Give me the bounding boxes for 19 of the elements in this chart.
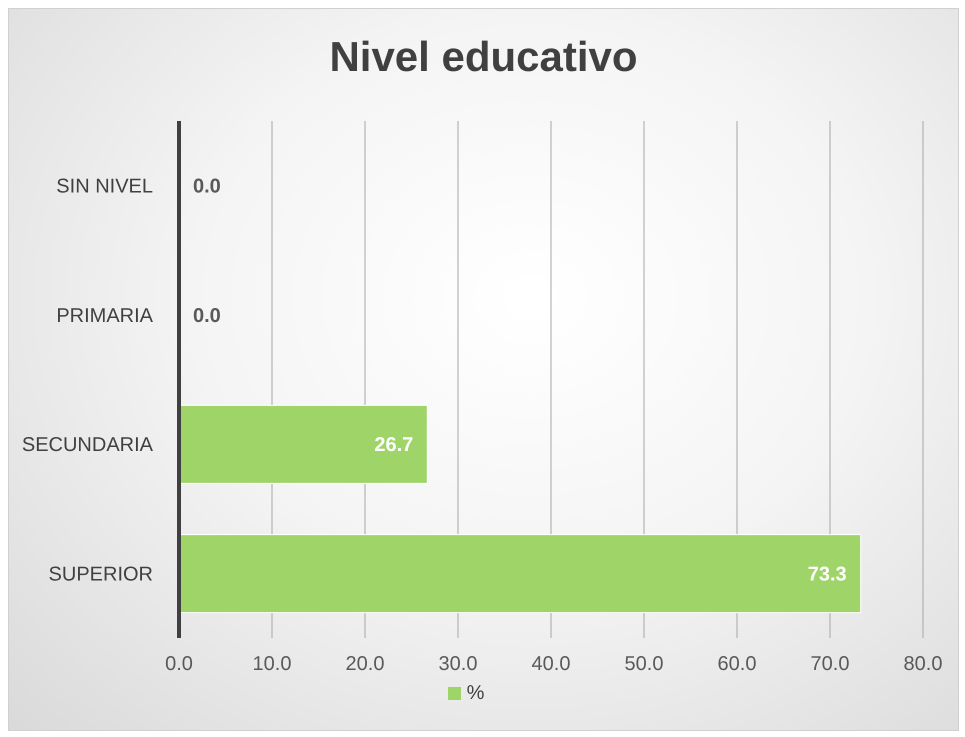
y-tick-label: SECUNDARIA <box>22 434 154 456</box>
x-tick-label: 70.0 <box>810 653 850 676</box>
x-tick-label: 30.0 <box>438 653 478 676</box>
x-tick-label: 40.0 <box>532 653 570 676</box>
data-label: 73.3 <box>808 563 847 586</box>
data-label: 26.7 <box>374 434 414 456</box>
data-label: 0.0 <box>193 176 221 198</box>
x-tick-label: 80.0 <box>904 653 942 676</box>
x-tick-label: 60.0 <box>718 653 756 676</box>
x-tick-label: 0.0 <box>165 653 193 676</box>
y-tick-label: SUPERIOR <box>48 563 153 586</box>
y-tick-label: SIN NIVEL <box>56 176 153 198</box>
x-tick-label: 50.0 <box>624 653 664 676</box>
y-tick-label: PRIMARIA <box>56 304 154 327</box>
x-tick-label: 10.0 <box>252 653 292 676</box>
x-tick-label: 20.0 <box>346 653 384 676</box>
data-label: 0.0 <box>193 304 221 327</box>
text: % <box>466 682 484 705</box>
chart-title: Nivel educativo <box>328 33 639 81</box>
